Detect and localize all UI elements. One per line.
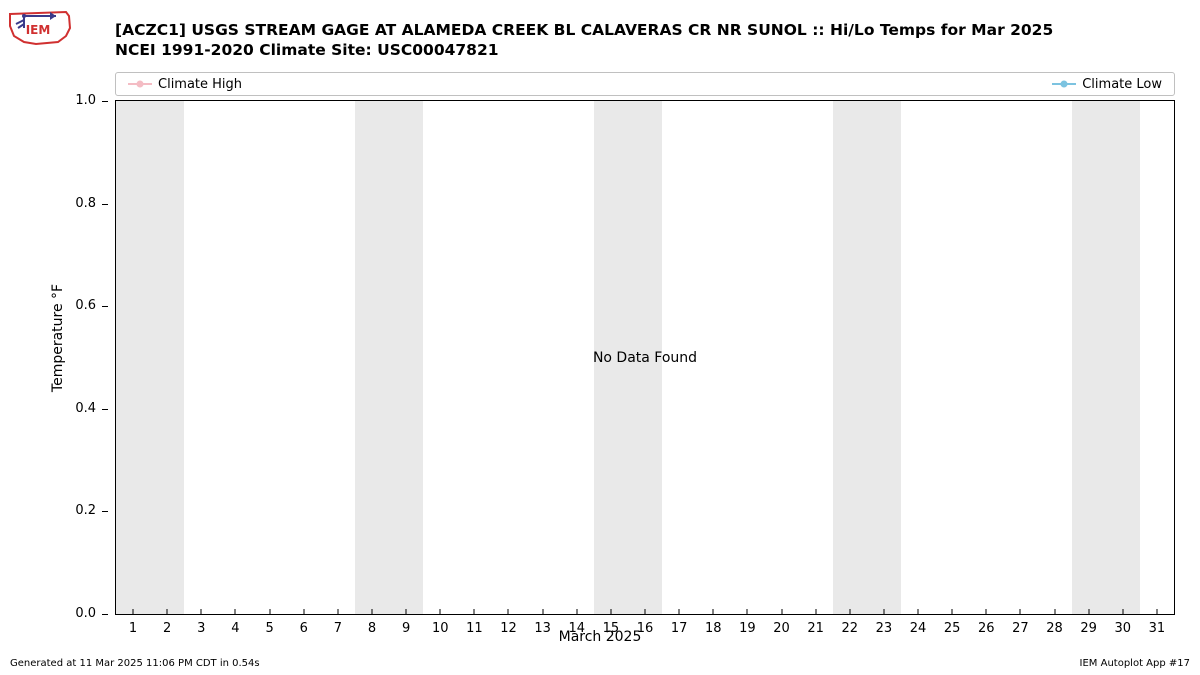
plot-area: 0.00.20.40.60.81.01234567891011121314151… bbox=[115, 100, 1175, 615]
y-tick-mark bbox=[102, 409, 108, 410]
chart-title: [ACZC1] USGS STREAM GAGE AT ALAMEDA CREE… bbox=[115, 20, 1053, 60]
x-tick-label: 28 bbox=[1046, 621, 1063, 636]
title-line2: NCEI 1991-2020 Climate Site: USC00047821 bbox=[115, 40, 1053, 60]
x-tick-label: 18 bbox=[705, 621, 722, 636]
y-tick-mark bbox=[102, 511, 108, 512]
x-tick-label: 1 bbox=[129, 621, 137, 636]
weekend-band bbox=[116, 101, 184, 614]
x-tick-mark bbox=[747, 609, 748, 614]
x-tick-label: 5 bbox=[265, 621, 273, 636]
x-tick-label: 29 bbox=[1080, 621, 1097, 636]
title-line1: [ACZC1] USGS STREAM GAGE AT ALAMEDA CREE… bbox=[115, 20, 1053, 40]
x-tick-mark bbox=[713, 609, 714, 614]
x-tick-mark bbox=[406, 609, 407, 614]
x-tick-mark bbox=[235, 609, 236, 614]
y-tick-mark bbox=[102, 204, 108, 205]
x-tick-label: 6 bbox=[300, 621, 308, 636]
x-tick-mark bbox=[883, 609, 884, 614]
x-tick-label: 20 bbox=[773, 621, 790, 636]
legend: Climate High Climate Low bbox=[115, 72, 1175, 96]
legend-item-climate-low: Climate Low bbox=[1052, 77, 1162, 92]
x-tick-mark bbox=[371, 609, 372, 614]
x-tick-mark bbox=[952, 609, 953, 614]
weekend-band bbox=[1072, 101, 1140, 614]
x-tick-mark bbox=[1088, 609, 1089, 614]
x-tick-label: 2 bbox=[163, 621, 171, 636]
y-tick-label: 1.0 bbox=[75, 93, 96, 108]
iem-logo: IEM bbox=[6, 6, 76, 46]
x-tick-label: 26 bbox=[978, 621, 995, 636]
svg-text:IEM: IEM bbox=[26, 23, 51, 37]
x-tick-label: 11 bbox=[466, 621, 483, 636]
x-tick-mark bbox=[849, 609, 850, 614]
x-tick-mark bbox=[303, 609, 304, 614]
x-tick-label: 12 bbox=[500, 621, 517, 636]
legend-swatch-high bbox=[128, 83, 152, 85]
legend-item-climate-high: Climate High bbox=[128, 77, 242, 92]
x-tick-mark bbox=[508, 609, 509, 614]
no-data-text: No Data Found bbox=[593, 350, 697, 366]
x-tick-mark bbox=[133, 609, 134, 614]
x-tick-mark bbox=[542, 609, 543, 614]
y-tick-label: 0.8 bbox=[75, 196, 96, 211]
x-tick-mark bbox=[610, 609, 611, 614]
footer-app: IEM Autoplot App #17 bbox=[1080, 658, 1190, 669]
x-tick-label: 25 bbox=[944, 621, 961, 636]
x-tick-mark bbox=[337, 609, 338, 614]
x-tick-label: 3 bbox=[197, 621, 205, 636]
x-tick-mark bbox=[679, 609, 680, 614]
y-axis-label: Temperature °F bbox=[50, 283, 66, 391]
x-tick-label: 30 bbox=[1115, 621, 1132, 636]
legend-swatch-low bbox=[1052, 83, 1076, 85]
x-axis-label: March 2025 bbox=[559, 629, 642, 645]
legend-label-low: Climate Low bbox=[1082, 77, 1162, 92]
x-tick-label: 9 bbox=[402, 621, 410, 636]
x-tick-mark bbox=[815, 609, 816, 614]
y-tick-mark bbox=[102, 101, 108, 102]
x-tick-mark bbox=[1156, 609, 1157, 614]
y-tick-label: 0.6 bbox=[75, 298, 96, 313]
y-tick-label: 0.4 bbox=[75, 401, 96, 416]
x-tick-label: 23 bbox=[876, 621, 893, 636]
x-tick-label: 4 bbox=[231, 621, 239, 636]
x-tick-mark bbox=[1054, 609, 1055, 614]
x-tick-label: 21 bbox=[807, 621, 824, 636]
x-tick-mark bbox=[201, 609, 202, 614]
x-tick-label: 8 bbox=[368, 621, 376, 636]
x-tick-mark bbox=[269, 609, 270, 614]
x-tick-mark bbox=[1020, 609, 1021, 614]
y-tick-mark bbox=[102, 614, 108, 615]
x-tick-label: 10 bbox=[432, 621, 449, 636]
footer-generated: Generated at 11 Mar 2025 11:06 PM CDT in… bbox=[10, 658, 260, 669]
legend-label-high: Climate High bbox=[158, 77, 242, 92]
x-tick-mark bbox=[986, 609, 987, 614]
x-tick-label: 27 bbox=[1012, 621, 1029, 636]
x-tick-label: 19 bbox=[739, 621, 756, 636]
weekend-band bbox=[833, 101, 901, 614]
x-tick-label: 17 bbox=[671, 621, 688, 636]
weekend-band bbox=[355, 101, 423, 614]
x-tick-label: 13 bbox=[534, 621, 551, 636]
x-tick-mark bbox=[1122, 609, 1123, 614]
y-tick-label: 0.2 bbox=[75, 503, 96, 518]
x-tick-mark bbox=[781, 609, 782, 614]
x-tick-label: 24 bbox=[910, 621, 927, 636]
x-tick-mark bbox=[167, 609, 168, 614]
y-tick-mark bbox=[102, 306, 108, 307]
x-tick-mark bbox=[645, 609, 646, 614]
x-tick-mark bbox=[474, 609, 475, 614]
x-tick-mark bbox=[918, 609, 919, 614]
y-tick-label: 0.0 bbox=[75, 606, 96, 621]
x-tick-label: 22 bbox=[841, 621, 858, 636]
x-tick-mark bbox=[440, 609, 441, 614]
x-tick-label: 7 bbox=[334, 621, 342, 636]
x-tick-mark bbox=[576, 609, 577, 614]
x-tick-label: 31 bbox=[1149, 621, 1166, 636]
